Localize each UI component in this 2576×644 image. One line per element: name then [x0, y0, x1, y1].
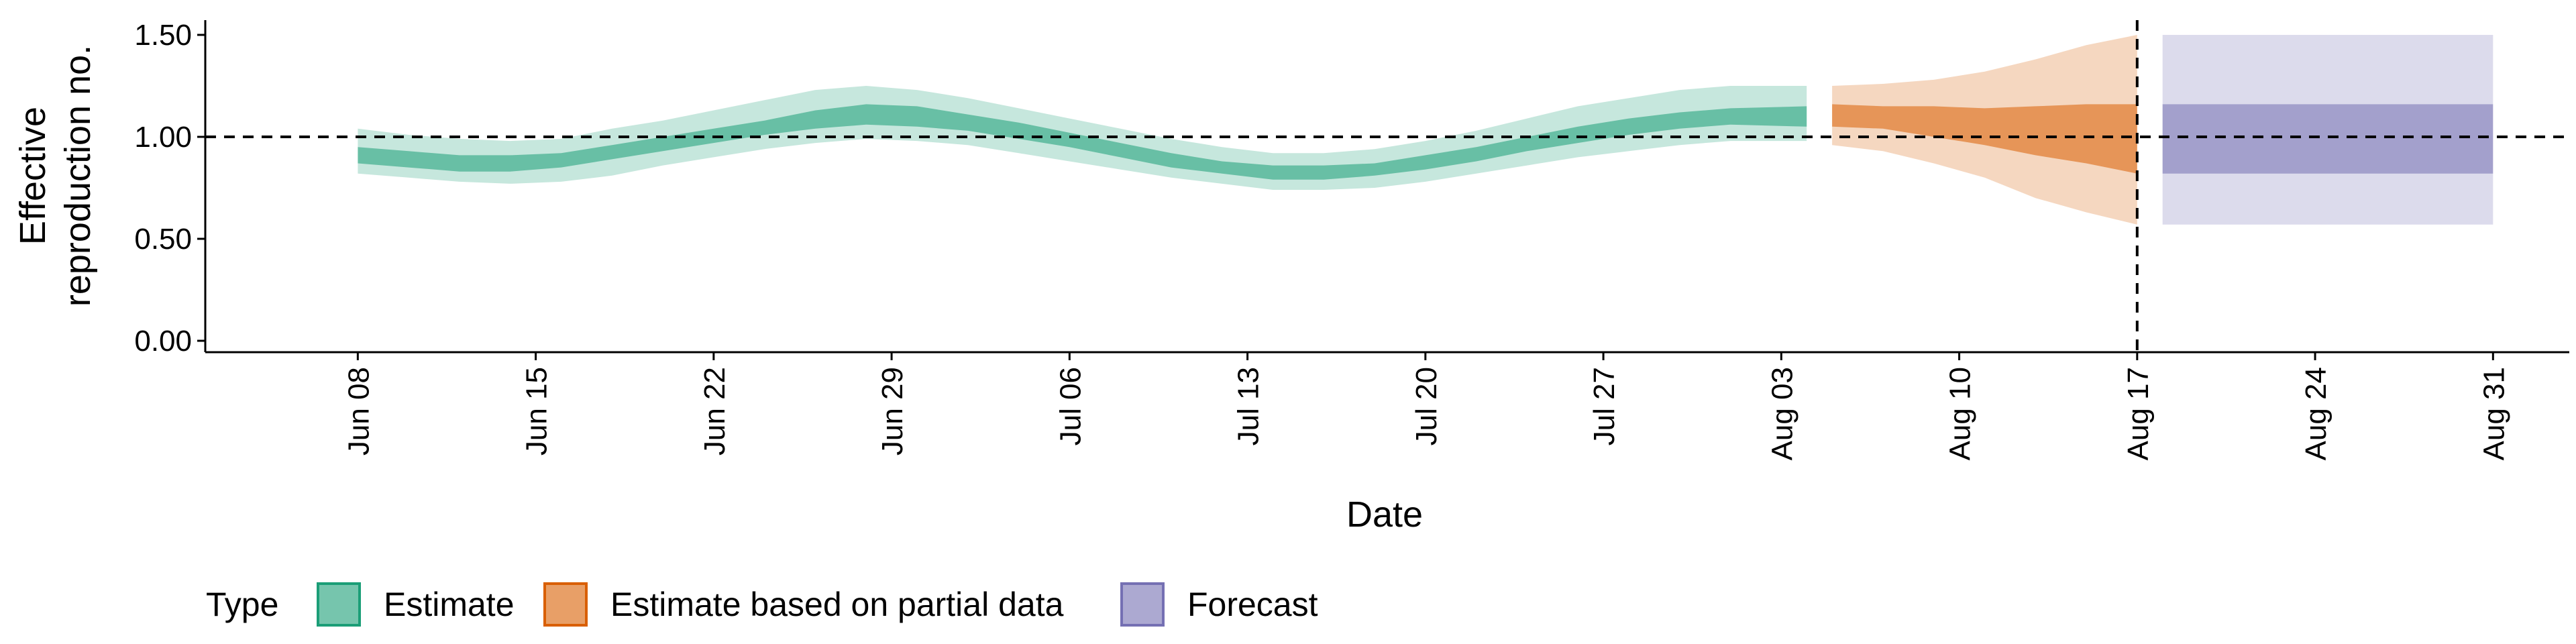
x-tick-label: Aug 17	[2122, 367, 2155, 460]
x-tick-label: Jul 27	[1588, 367, 1621, 445]
x-axis-title-group: Date	[1346, 494, 1423, 535]
forecast-inner-band	[2162, 104, 2493, 174]
ribbon-layer	[358, 35, 2493, 225]
y-axis-title-line-2: reproduction no.	[58, 45, 98, 307]
x-tick-label: Jun 15	[521, 367, 553, 455]
legend-swatch-estimate	[317, 582, 361, 627]
y-tick-label: 1.00	[134, 121, 192, 154]
x-tick-label: Aug 10	[1944, 367, 1977, 460]
y-axis-title-line-1: Effective	[13, 107, 53, 245]
x-tick-label: Jun 29	[876, 367, 909, 455]
y-tick-label: 0.50	[134, 223, 192, 256]
x-tick-label: Jul 20	[1410, 367, 1443, 445]
x-tick-label: Aug 31	[2477, 367, 2510, 460]
legend-swatch-forecast	[1120, 582, 1165, 627]
legend-label-forecast: Forecast	[1187, 586, 1318, 623]
y-tick-label: 0.00	[134, 325, 192, 358]
legend-label-estimate: Estimate	[384, 586, 515, 623]
estimate-based-on-partial-data-inner-band	[1832, 104, 2137, 174]
y-axis-title-group: Effective reproduction no.	[13, 45, 98, 307]
x-tick-label: Aug 03	[1766, 367, 1799, 460]
axes: 0.00 0.50 1.00 1.50 Jun 08 Jun 15 Jun 22 Jun 29…	[134, 19, 2569, 460]
x-tick-label: Aug 24	[2300, 367, 2332, 460]
y-tick-label: 1.50	[134, 19, 192, 52]
legend: Type Estimate Estimate based on partial d…	[206, 582, 1318, 627]
x-axis-title: Date	[1346, 494, 1423, 535]
x-tick-label: Jun 08	[342, 367, 375, 455]
legend-swatch-estimate-based-on-partial-data	[543, 582, 588, 627]
x-tick-label: Jul 06	[1054, 367, 1087, 445]
x-tick-label: Jun 22	[698, 367, 731, 455]
estimate-inner-band	[358, 104, 1807, 180]
legend-label-estimate-based-on-partial-data: Estimate based on partial data	[610, 586, 1064, 623]
x-tick-label: Jul 13	[1232, 367, 1265, 445]
legend-title: Type	[206, 586, 278, 623]
